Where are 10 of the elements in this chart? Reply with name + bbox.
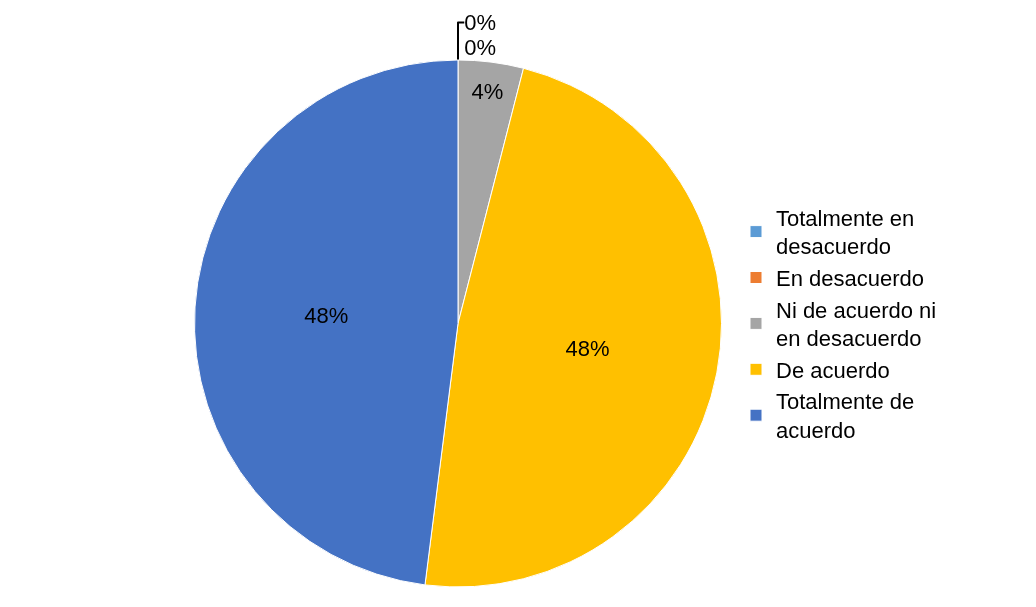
legend-label: Totalmente de acuerdo [776, 389, 915, 444]
data-label: 48% [304, 302, 349, 328]
legend-label: En desacuerdo [776, 266, 924, 292]
legend-label: De acuerdo [776, 357, 890, 383]
data-label: 4% [471, 78, 504, 104]
text: 0% [464, 35, 497, 60]
legend-label: Totalmente en desacuerdo [776, 205, 915, 260]
data-label: 48% [565, 335, 610, 361]
legend-label: Ni de acuerdo ni en desacuerdo [776, 297, 937, 352]
text: 0% [464, 10, 497, 35]
